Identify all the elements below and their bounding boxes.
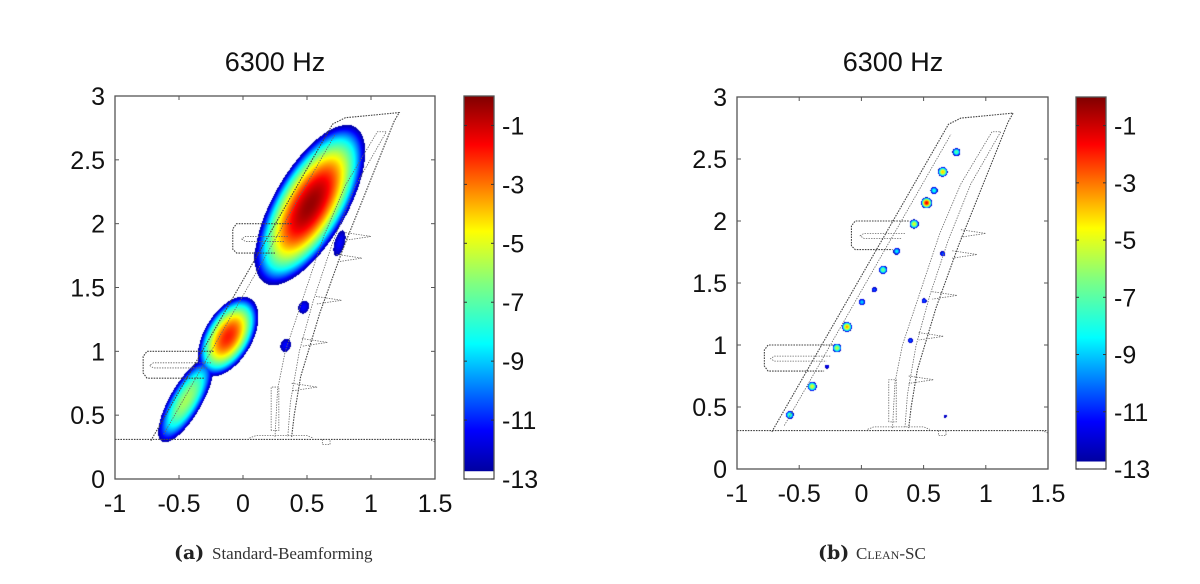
heatmap-image	[737, 97, 1048, 469]
colorbar-tick-label: -5	[1114, 227, 1136, 255]
colorbar: -1 -3 -5 -7 -9 -11 -13	[463, 95, 538, 494]
wing-outline-path	[763, 344, 833, 372]
panel-b-caption-label: (b)	[818, 542, 849, 564]
colorbar-tick-label: -11	[502, 407, 536, 435]
flap-track-fairing	[952, 250, 978, 259]
heatmap-image	[115, 96, 435, 479]
colorbar-gradient	[1076, 97, 1106, 462]
colorbar-tick-label: -11	[1114, 399, 1148, 427]
colorbar-tick-label: -13	[502, 466, 538, 494]
panel-b-caption: (b) Clean-SC	[818, 542, 926, 564]
x-tick-label: 1	[364, 490, 378, 518]
wing-outline-path	[150, 111, 401, 441]
colorbar-tick-label: -9	[502, 348, 524, 376]
panel-b-caption-text: Clean-SC	[856, 544, 926, 563]
wing-outline-path	[850, 220, 909, 251]
x-tick-label: 0	[236, 490, 250, 518]
wing-outline	[115, 111, 435, 445]
wing-outline-path	[859, 232, 905, 239]
wing-outline-path	[771, 112, 1015, 433]
y-tick-label: 2	[713, 208, 727, 236]
x-tick-label: 1.5	[1031, 480, 1066, 508]
colorbar-tick-label: -5	[502, 230, 524, 258]
wing-outline-path	[321, 439, 331, 445]
y-tick-label: 2.5	[692, 146, 727, 174]
y-tick-label: 1.5	[70, 275, 105, 303]
colorbar: -1 -3 -5 -7 -9 -11 -13	[1075, 96, 1150, 484]
colorbar-tick-label: -7	[502, 289, 524, 317]
x-tick-label: 0.5	[906, 480, 941, 508]
y-tick-label: 0	[713, 456, 727, 484]
wing-outline-path	[892, 131, 1002, 429]
flap-track-fairing	[345, 232, 372, 241]
wing-outline-path	[888, 379, 897, 423]
y-tick-label: 1.5	[692, 270, 727, 298]
wing-outline-path	[769, 355, 831, 362]
colorbar-frame	[463, 95, 495, 480]
colorbar-tick-label: -1	[1114, 113, 1136, 141]
y-tick-label: 3	[713, 84, 727, 112]
wing-outline-path	[783, 134, 952, 426]
panel-standard-beamforming: 6300 Hz -1 -0.5 0 0.5 1 1.500.511.522.53-1-3-…	[70, 47, 538, 564]
x-tick-label: 1	[979, 480, 993, 508]
x-tick-label: -1	[726, 480, 748, 508]
y-tick-label: 2	[91, 211, 105, 239]
y-tick-label: 1	[713, 332, 727, 360]
flap-track-fairing	[315, 296, 342, 305]
colorbar-tick-label: -9	[1114, 342, 1136, 370]
wing-outline-path	[274, 131, 388, 437]
colorbar-tick-label: -13	[1114, 456, 1150, 484]
x-tick-label: 0	[854, 480, 868, 508]
wing-outline-path	[270, 386, 280, 431]
flap-track-fairing	[908, 375, 934, 384]
y-tick-label: 3	[91, 83, 105, 111]
wing-outline-path	[240, 236, 288, 242]
colorbar-tick-label: -3	[1114, 170, 1136, 198]
wing-outline	[737, 112, 1048, 436]
colorbar-gradient	[464, 96, 494, 472]
wing-outline-path	[249, 435, 314, 439]
colorbar-frame	[1075, 96, 1107, 470]
panel-a-caption: (a) Standard-Beamforming	[174, 542, 373, 564]
panel-a-caption-label: (a)	[174, 542, 204, 564]
y-tick-label: 1	[91, 338, 105, 366]
x-tick-label: -0.5	[778, 480, 821, 508]
flap-track-fairing	[301, 338, 328, 347]
flap-track-fairing	[291, 382, 318, 392]
flap-track-fairing	[336, 253, 363, 263]
panel-b-plot-area: -1 -0.5 0 0.5 1 1.5 0 0.5 1 1.5 2 2.5 3 -1 -3 -5 -7 -9 -11…	[692, 84, 1150, 508]
wing-outline-path	[163, 134, 336, 435]
x-tick-label: -0.5	[157, 490, 200, 518]
colorbar-below-min	[1076, 461, 1106, 469]
panel-a-title: 6300 Hz	[225, 47, 326, 77]
flap-track-fairing	[918, 332, 944, 341]
colorbar-below-min	[464, 471, 494, 479]
wing-outline-path	[428, 439, 435, 443]
y-tick-label: 0.5	[70, 402, 105, 430]
wing-outline-path	[232, 223, 292, 254]
flap-track-fairing	[960, 229, 986, 238]
y-tick-label: 0.5	[692, 394, 727, 422]
colorbar-tick-label: -7	[1114, 284, 1136, 312]
x-tick-label: -1	[104, 490, 126, 518]
flap-track-fairing	[932, 291, 958, 300]
colorbar-tick-label: -1	[502, 112, 524, 140]
wing-outline-path	[142, 350, 214, 379]
panel-a-caption-text: Standard-Beamforming	[212, 544, 373, 563]
wing-outline-path	[867, 426, 930, 430]
panel-clean-sc: 6300 Hz -1 -0.5 0 0.5 1 1.500.511.522.53-1-3-…	[692, 47, 1150, 564]
wing-outline-path	[938, 430, 947, 436]
colorbar-tick-label: -3	[502, 171, 524, 199]
panel-b-title: 6300 Hz	[843, 47, 944, 77]
wing-outline-path	[1041, 430, 1048, 434]
y-tick-label: 0	[91, 466, 105, 494]
x-tick-label: 1.5	[418, 490, 453, 518]
panel-a-plot-area: -1 -0.5 0 0.5 1 1.5 0 0.5 1 1.5 2 2.5 3 -1 -3 -5 -7 -9 -11…	[70, 83, 538, 518]
y-tick-label: 2.5	[70, 147, 105, 175]
x-tick-label: 0.5	[290, 490, 325, 518]
